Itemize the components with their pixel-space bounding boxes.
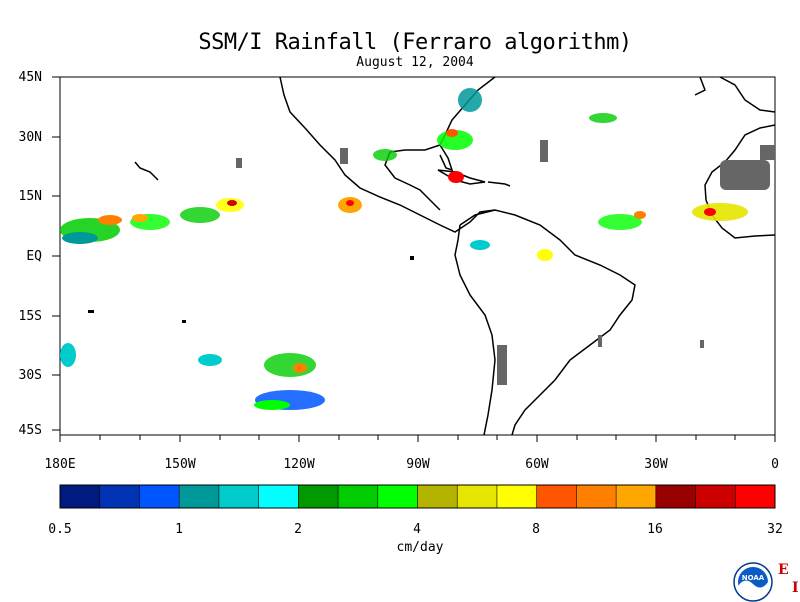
lon-label-150w: 150W bbox=[164, 457, 196, 472]
lon-ticks bbox=[59, 435, 776, 442]
colorbar-frame bbox=[59, 484, 776, 509]
colorbar-units: cm/day bbox=[396, 540, 444, 555]
colorbar-swatch bbox=[218, 485, 260, 508]
coastlines bbox=[134, 76, 776, 436]
corner-mark-e: E bbox=[778, 562, 789, 578]
lat-ticks bbox=[52, 76, 60, 431]
colorbar-swatch bbox=[457, 485, 498, 508]
lat-label-30s: 30S bbox=[18, 368, 42, 383]
lat-label-45s: 45S bbox=[18, 423, 42, 438]
colorbar-swatch bbox=[735, 485, 776, 508]
colorbar-tick: 2 bbox=[294, 522, 302, 537]
lat-label-15s: 15S bbox=[18, 309, 42, 324]
map-title: SSM/I Rainfall (Ferraro algorithm) bbox=[198, 30, 632, 55]
colorbar-swatch bbox=[99, 485, 140, 508]
colorbar-swatch bbox=[179, 485, 220, 508]
lat-label-eq: EQ bbox=[26, 249, 42, 264]
colorbar-swatch bbox=[536, 485, 577, 508]
lat-label-30n: 30N bbox=[18, 130, 42, 145]
colorbar-tick: 32 bbox=[767, 522, 783, 537]
colorbar-swatch bbox=[139, 485, 180, 508]
colorbar-tick: 0.5 bbox=[48, 522, 72, 537]
colorbar-swatch bbox=[616, 485, 657, 508]
lon-label-30w: 30W bbox=[644, 457, 668, 472]
colorbar bbox=[60, 485, 776, 508]
small-islands bbox=[88, 256, 414, 323]
colorbar-tick: 16 bbox=[647, 522, 663, 537]
colorbar-tick: 1 bbox=[175, 522, 183, 537]
colorbar-tick: 4 bbox=[413, 522, 421, 537]
colorbar-swatch bbox=[496, 485, 538, 508]
noaa-logo-icon: NOAA bbox=[733, 562, 773, 602]
lon-label-90w: 90W bbox=[406, 457, 430, 472]
colorbar-swatch bbox=[695, 485, 736, 508]
colorbar-swatch bbox=[298, 485, 339, 508]
logo-text: NOAA bbox=[742, 574, 765, 582]
lat-label-45n: 45N bbox=[18, 70, 42, 85]
colorbar-swatch bbox=[655, 485, 697, 508]
colorbar-swatch bbox=[417, 485, 458, 508]
corner-mark-i: I bbox=[792, 580, 799, 596]
lon-label-60w: 60W bbox=[525, 457, 549, 472]
map-date: August 12, 2004 bbox=[356, 55, 474, 70]
colorbar-swatch bbox=[338, 485, 379, 508]
colorbar-swatch bbox=[258, 485, 299, 508]
lon-label-0: 0 bbox=[771, 457, 779, 472]
lat-label-15n: 15N bbox=[18, 189, 42, 204]
colorbar-swatch bbox=[377, 485, 418, 508]
colorbar-tick: 8 bbox=[532, 522, 540, 537]
lon-label-180e: 180E bbox=[44, 457, 76, 472]
colorbar-swatch bbox=[60, 485, 101, 508]
no-data-areas bbox=[236, 140, 775, 385]
rainfall-patches bbox=[60, 88, 748, 410]
map-frame bbox=[59, 76, 776, 436]
colorbar-swatch bbox=[576, 485, 617, 508]
lon-label-120w: 120W bbox=[283, 457, 315, 472]
